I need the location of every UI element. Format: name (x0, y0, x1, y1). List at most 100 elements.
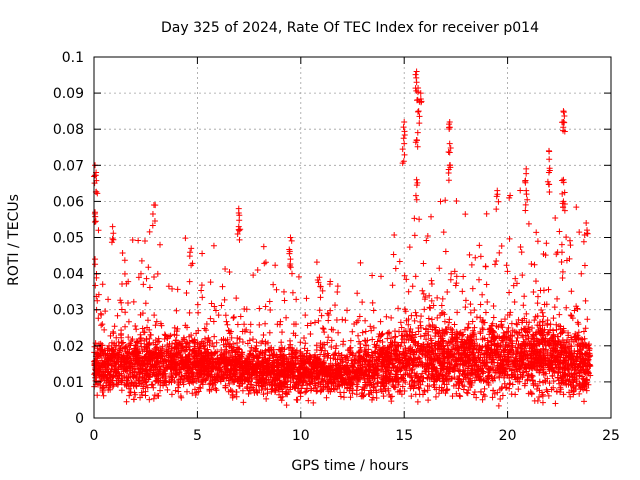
data-point (206, 381, 213, 388)
data-point (398, 324, 405, 331)
data-point (482, 309, 489, 316)
data-point (460, 386, 467, 393)
data-point (502, 384, 509, 391)
data-point (233, 388, 240, 395)
data-point (339, 316, 346, 323)
data-point (152, 378, 159, 385)
data-point (124, 300, 131, 307)
data-point (151, 273, 158, 280)
data-point (146, 228, 153, 235)
data-point (243, 326, 250, 333)
data-point (506, 235, 513, 242)
data-point (481, 385, 488, 392)
data-point (395, 305, 402, 312)
data-point (146, 396, 153, 403)
data-point (416, 216, 423, 223)
data-point (183, 289, 190, 296)
data-point (553, 321, 560, 328)
data-point (473, 394, 480, 401)
data-point (467, 309, 474, 316)
data-point (118, 306, 125, 313)
data-point (260, 243, 267, 250)
data-point (289, 289, 296, 296)
data-point (325, 334, 332, 341)
data-point (419, 287, 426, 294)
data-point (283, 402, 290, 409)
data-point (335, 329, 342, 336)
data-point (334, 288, 341, 295)
data-point (415, 328, 422, 335)
data-point (517, 244, 524, 251)
data-point (396, 328, 403, 335)
data-point (370, 307, 377, 314)
data-point (545, 286, 552, 293)
data-point (221, 296, 228, 303)
data-point (261, 260, 268, 267)
data-point (556, 322, 563, 329)
data-point (511, 298, 518, 305)
data-point (417, 333, 424, 340)
data-point (168, 391, 175, 398)
data-point (223, 343, 230, 350)
data-point (544, 375, 551, 382)
data-point (403, 276, 410, 283)
data-point (203, 327, 210, 334)
data-point (164, 386, 171, 393)
data-point (479, 291, 486, 298)
data-point (557, 384, 564, 391)
data-point (199, 250, 206, 257)
data-point (515, 386, 522, 393)
data-point (135, 237, 142, 244)
data-point (311, 319, 318, 326)
data-point (409, 329, 416, 336)
data-point (361, 376, 368, 383)
data-point (386, 329, 393, 336)
data-point (483, 210, 490, 217)
data-point (213, 339, 220, 346)
data-point (428, 280, 435, 287)
data-point (194, 301, 201, 308)
data-point (464, 390, 471, 397)
data-point (417, 318, 424, 325)
data-point (122, 309, 129, 316)
data-point (145, 264, 152, 271)
data-point (174, 325, 181, 332)
data-point (442, 248, 449, 255)
data-point (191, 343, 198, 350)
data-point (466, 251, 473, 258)
data-point (388, 314, 395, 321)
data-point (99, 281, 106, 288)
data-point (198, 282, 205, 289)
data-point (413, 312, 420, 319)
data-point (281, 297, 288, 304)
data-point (199, 294, 206, 301)
data-point (384, 330, 391, 337)
data-point (453, 273, 460, 280)
data-point (501, 316, 508, 323)
data-point (453, 198, 460, 205)
data-point (449, 393, 456, 400)
data-point (495, 402, 502, 409)
data-point (556, 228, 563, 235)
data-point (359, 329, 366, 336)
data-point (150, 384, 157, 391)
data-point (219, 283, 226, 290)
data-point (471, 377, 478, 384)
data-point (344, 307, 351, 314)
data-point (334, 283, 341, 290)
data-point (325, 312, 332, 319)
data-point (368, 389, 375, 396)
data-point (198, 287, 205, 294)
data-point (442, 197, 449, 204)
data-point (132, 382, 139, 389)
data-point (412, 331, 419, 338)
data-point (357, 259, 364, 266)
data-point (218, 302, 225, 309)
data-point (552, 214, 559, 221)
data-point (227, 340, 234, 347)
data-point (581, 262, 588, 269)
data-point (483, 281, 490, 288)
data-point (451, 321, 458, 328)
data-point (129, 236, 136, 243)
data-point (534, 293, 541, 300)
